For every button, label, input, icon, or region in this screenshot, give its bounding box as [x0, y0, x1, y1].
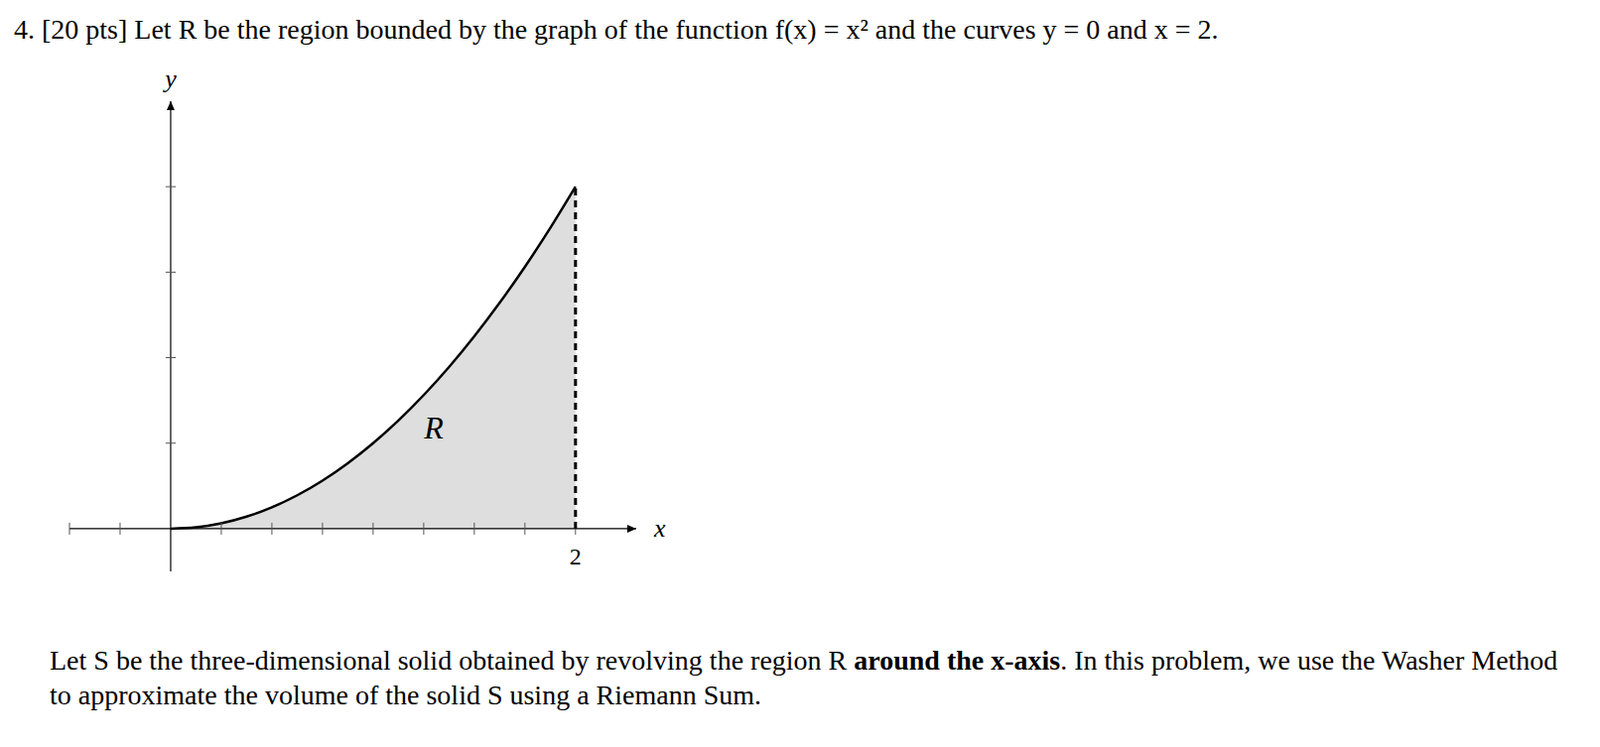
svg-text:x: x	[653, 514, 667, 543]
svg-text:2: 2	[569, 543, 582, 570]
svg-text:R: R	[422, 409, 444, 446]
svg-text:y: y	[161, 64, 177, 94]
html-text:4. [20 pts] Let R be the regio: 4. [20 pts] Let R be the region bounded …	[13, 13, 1219, 45]
html-text:Let S be the three-dimensional: Let S be the three-dimensional solid obt…	[49, 645, 1558, 711]
